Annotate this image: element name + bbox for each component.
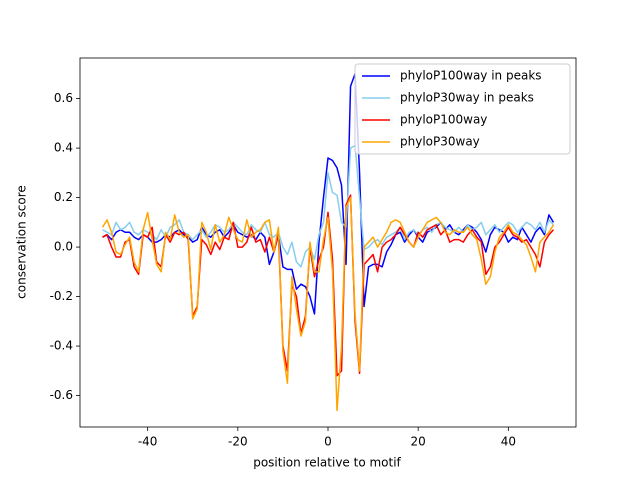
x-tick-label: -40 <box>138 435 158 449</box>
plot-frame <box>79 57 577 428</box>
legend: phyloP100way in peaks phyloP30way in peak… <box>354 63 571 155</box>
y-tick-label: 0.6 <box>54 91 73 105</box>
legend-label: phyloP100way in peaks <box>400 69 542 83</box>
y-tick-label: -0.2 <box>50 289 73 303</box>
series-line <box>102 194 555 377</box>
legend-label: phyloP30way <box>400 135 480 149</box>
x-tick-label: 40 <box>501 435 516 449</box>
x-tick-label: 0 <box>324 435 332 449</box>
y-tick-label: 0.2 <box>54 190 73 204</box>
y-tick-label: 0.4 <box>54 141 73 155</box>
x-axis-label: position relative to motif <box>253 456 401 470</box>
y-tick-label: 0.0 <box>54 240 73 254</box>
series-line <box>102 73 555 315</box>
x-tick-label: 20 <box>411 435 426 449</box>
legend-label: phyloP30way in peaks <box>400 91 534 105</box>
series-line <box>101 196 555 412</box>
legend-label: phyloP100way <box>400 113 487 127</box>
y-axis-label: conservation score <box>15 185 29 299</box>
y-tick-label: -0.4 <box>50 339 73 353</box>
legend-box <box>354 63 571 155</box>
y-tick-label: -0.6 <box>50 388 73 402</box>
x-tick-label: -20 <box>228 435 248 449</box>
series-line <box>102 144 555 268</box>
